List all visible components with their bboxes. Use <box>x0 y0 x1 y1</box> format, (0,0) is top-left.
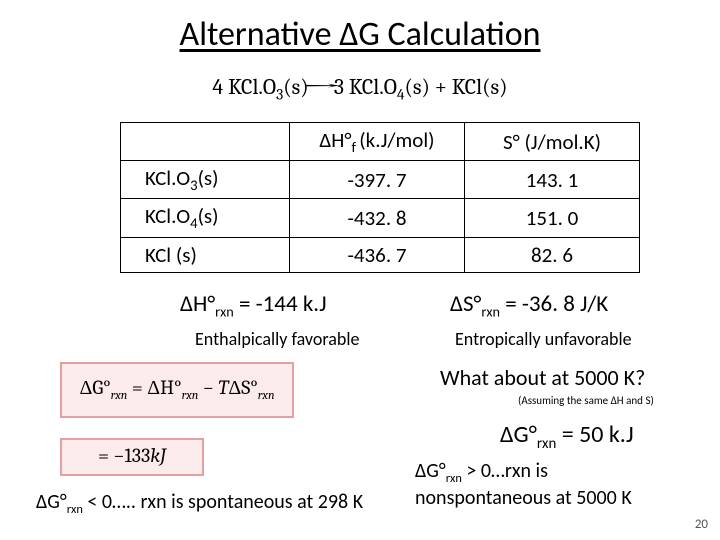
s-cell: 143. 1 <box>465 161 640 199</box>
nonspontaneous-note: ΔG°rxn > 0…rxn isnonspontaneous at 5000 … <box>415 460 632 510</box>
table-row: KCl (s) -436. 7 82. 6 <box>121 237 640 272</box>
species-cell: KCl.O3(s) <box>121 161 290 199</box>
entropy-favorability: Entropically unfavorable <box>455 328 632 350</box>
species-cell: KCl.O4(s) <box>121 199 290 237</box>
thermo-data-table: ΔH°f (k.J/mol) S° (J/mol.K) KCl.O3(s) -3… <box>120 122 640 273</box>
delta-s-rxn: ΔS°rxn = -36. 8 J/K <box>450 290 608 321</box>
delta-g-value-box: = −133kJ <box>60 438 204 476</box>
delta-g-formula-box: ΔG°rxn = ΔH°rxn − TΔS°rxn <box>60 362 294 418</box>
table-header-row: ΔH°f (k.J/mol) S° (J/mol.K) <box>121 123 640 161</box>
table-row: KCl.O3(s) -397. 7 143. 1 <box>121 161 640 199</box>
s-cell: 151. 0 <box>465 199 640 237</box>
dh-cell: -397. 7 <box>290 161 465 199</box>
table-header-species <box>121 123 290 161</box>
s-cell: 82. 6 <box>465 237 640 272</box>
table-row: KCl.O4(s) -432. 8 151. 0 <box>121 199 640 237</box>
delta-h-rxn: ΔH°rxn = -144 k.J <box>180 290 327 321</box>
what-about-5000k: What about at 5000 K? <box>440 364 645 391</box>
spontaneous-298-note: ΔG°rxn < 0….. rxn is spontaneous at 298 … <box>36 490 363 517</box>
reaction-equation: 4 KCl.O3(s)→3 KCl.O4(s) + KCl(s) <box>0 74 720 103</box>
dh-cell: -436. 7 <box>290 237 465 272</box>
species-cell: KCl (s) <box>121 237 290 272</box>
table-header-s: S° (J/mol.K) <box>465 123 640 161</box>
enthalpy-favorability: Enthalpically favorable <box>195 328 359 350</box>
page-title: Alternative ΔG Calculation <box>0 14 720 55</box>
delta-g-5000k: ΔG°rxn = 50 k.J <box>500 420 634 452</box>
table-header-dh: ΔH°f (k.J/mol) <box>290 123 465 161</box>
dh-cell: -432. 8 <box>290 199 465 237</box>
assuming-note: (Assuming the same ΔH and S) <box>518 394 654 407</box>
page-number: 20 <box>695 517 708 532</box>
